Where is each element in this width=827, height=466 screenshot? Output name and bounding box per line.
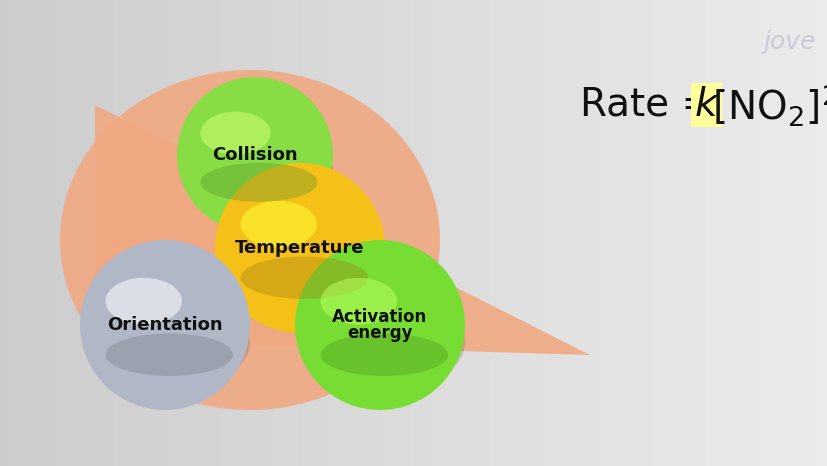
Ellipse shape xyxy=(200,163,317,202)
Text: Temperature: Temperature xyxy=(235,239,365,257)
Ellipse shape xyxy=(240,218,385,312)
Circle shape xyxy=(294,240,465,410)
Text: $\mathit{k}$: $\mathit{k}$ xyxy=(693,86,719,124)
Ellipse shape xyxy=(320,278,396,325)
Text: Orientation: Orientation xyxy=(107,316,222,334)
Ellipse shape xyxy=(320,295,465,389)
Ellipse shape xyxy=(200,112,270,155)
Ellipse shape xyxy=(105,278,182,325)
Circle shape xyxy=(80,240,250,410)
Ellipse shape xyxy=(60,70,439,410)
Ellipse shape xyxy=(200,128,332,213)
Ellipse shape xyxy=(105,295,250,389)
Ellipse shape xyxy=(240,256,367,299)
Text: energy: energy xyxy=(347,324,412,343)
Ellipse shape xyxy=(240,201,317,247)
Circle shape xyxy=(177,77,332,233)
Ellipse shape xyxy=(320,334,447,376)
Polygon shape xyxy=(95,105,590,355)
Text: Activation: Activation xyxy=(332,308,427,326)
Text: $[\mathrm{NO_2}]^2$: $[\mathrm{NO_2}]^2$ xyxy=(710,82,827,128)
Text: Collision: Collision xyxy=(212,146,298,164)
Text: Rate =: Rate = xyxy=(579,86,725,124)
Circle shape xyxy=(215,163,385,333)
Text: jove: jove xyxy=(762,30,815,54)
Ellipse shape xyxy=(105,334,232,376)
